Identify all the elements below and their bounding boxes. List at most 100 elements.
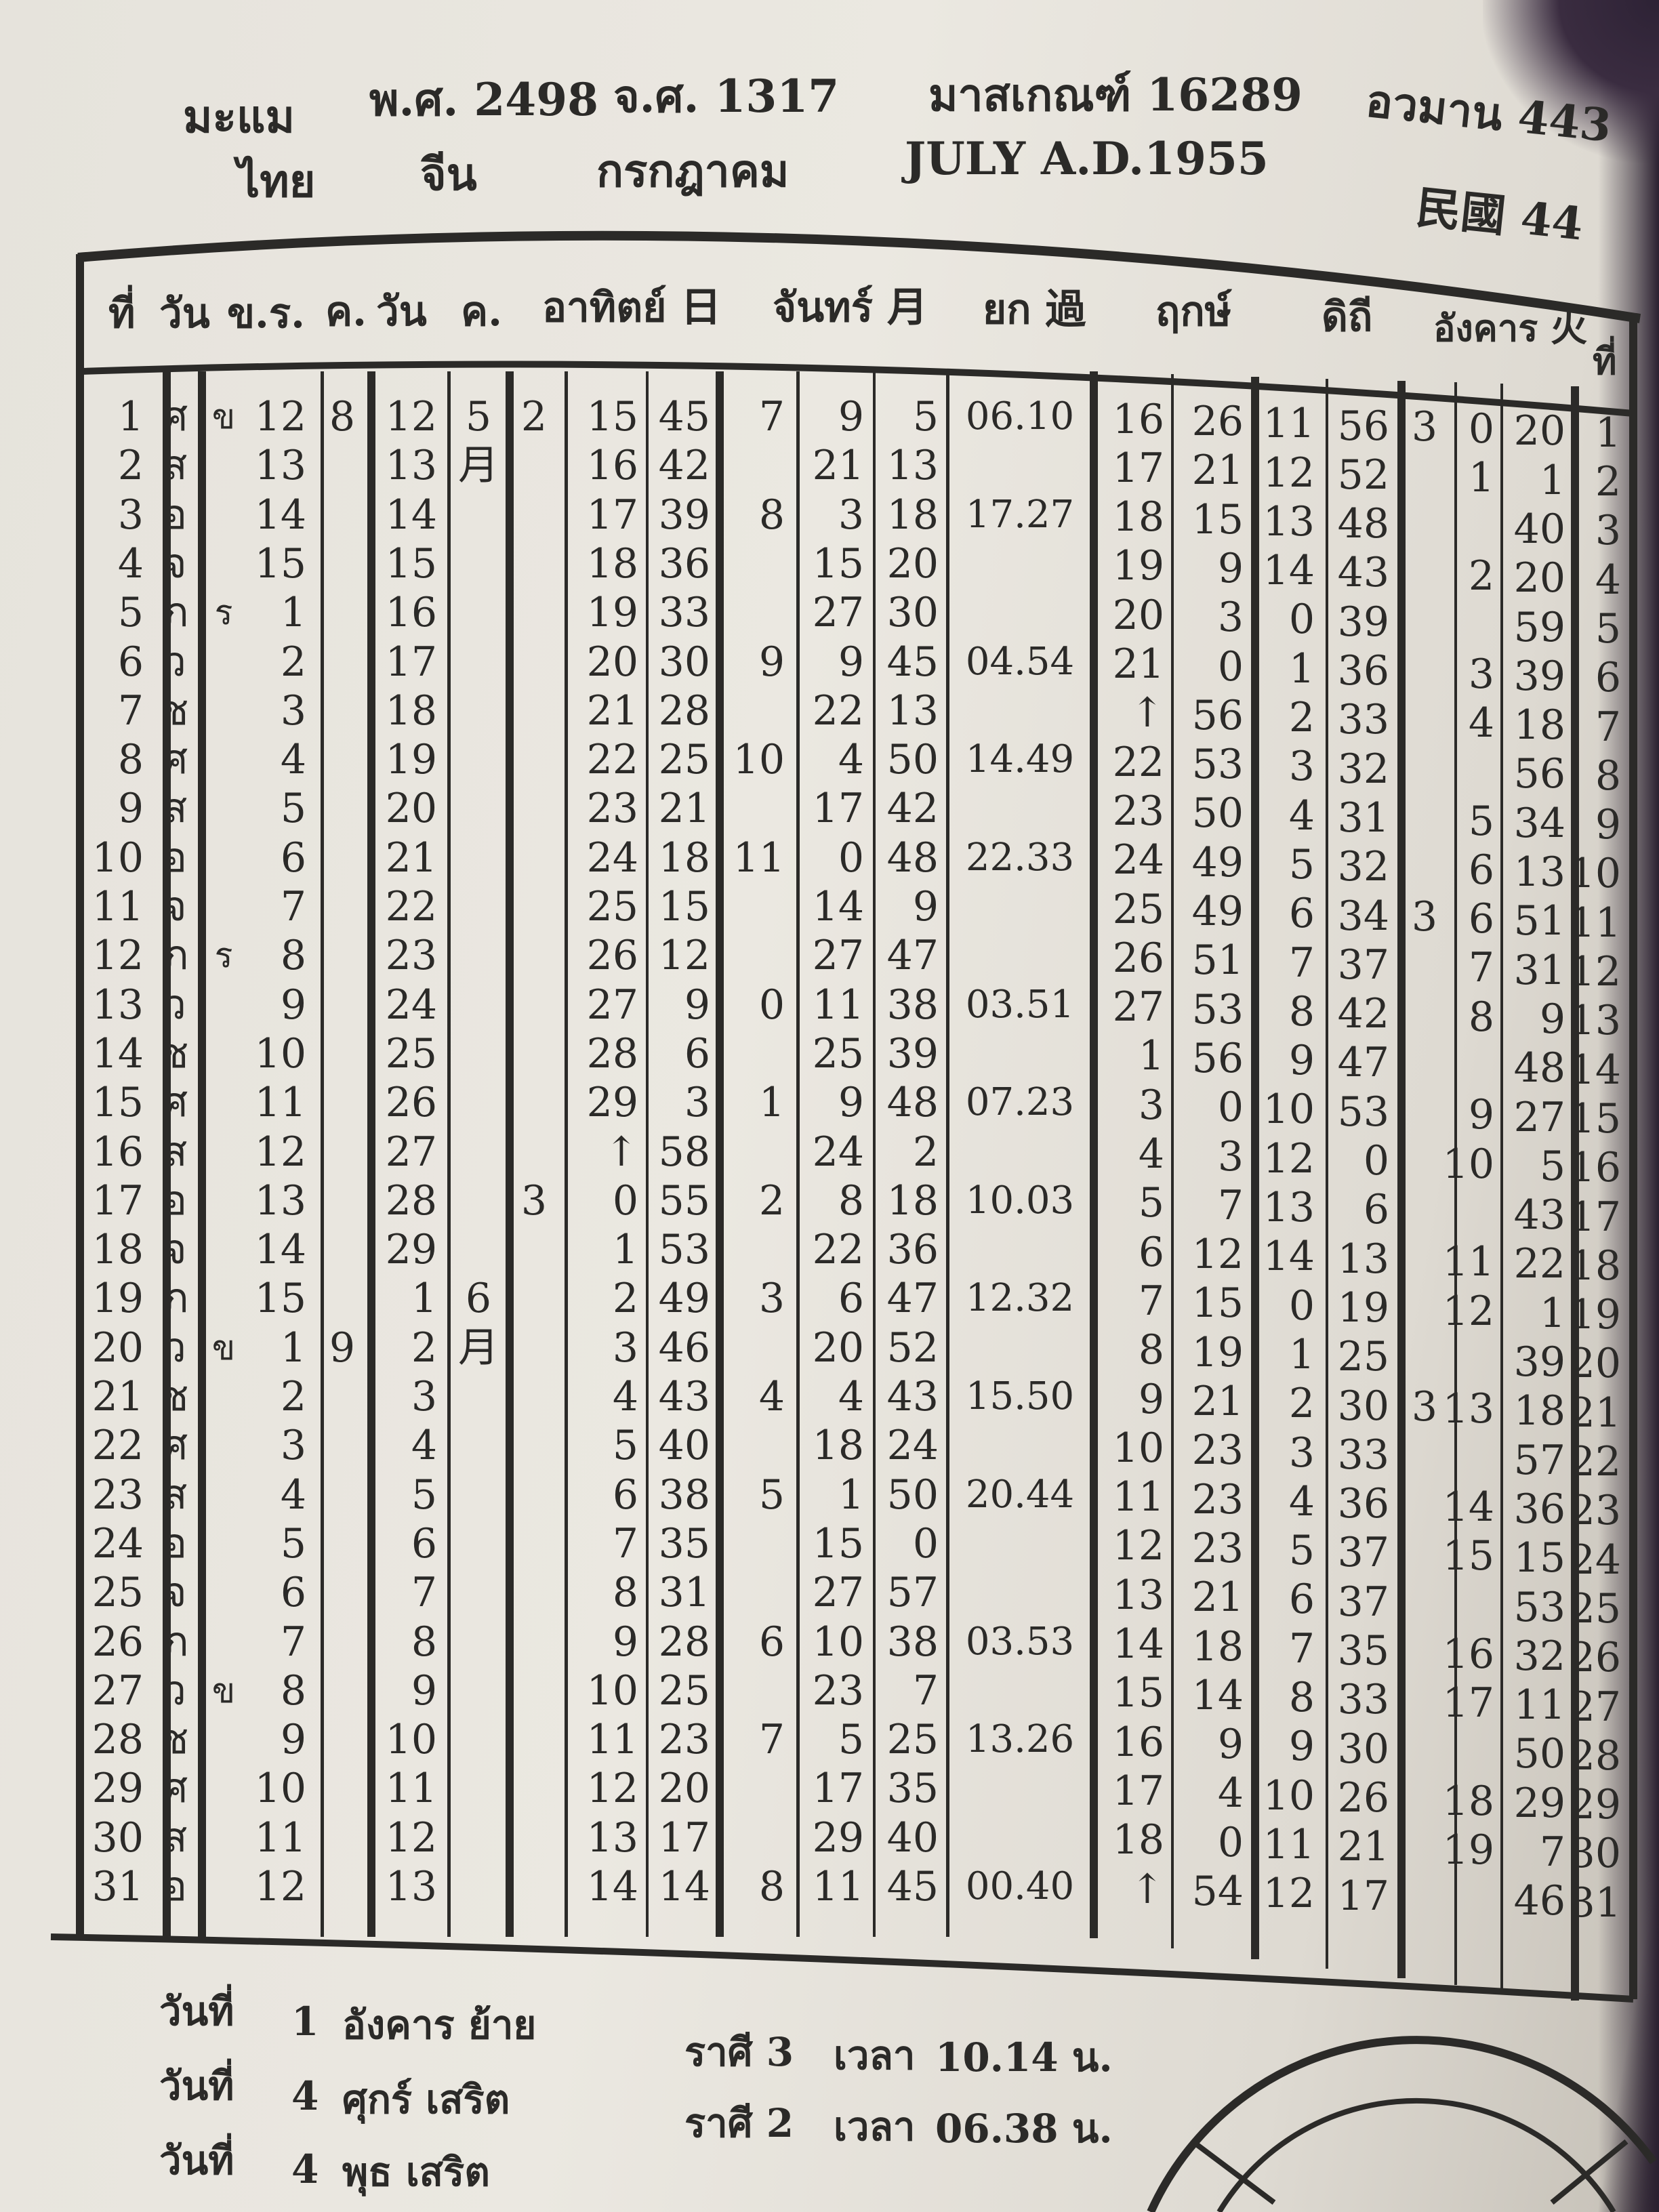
- cell-weekday: ศ: [161, 1765, 188, 1813]
- column-divider: [945, 371, 949, 1937]
- cell-weekday: ศ: [161, 1422, 188, 1470]
- cell-weekday: อ: [162, 1863, 188, 1910]
- cell-kr: 4: [280, 1471, 306, 1519]
- cell-cn-day: 13: [385, 1863, 437, 1910]
- cell-weekday: อ: [162, 491, 188, 539]
- cell-mars-min: 39: [1513, 1338, 1565, 1386]
- cell-moon-min: 13: [886, 687, 939, 735]
- cell-sun-deg: 13: [586, 1814, 638, 1862]
- cell-dt-deg: 0: [1288, 1282, 1315, 1330]
- cell-moon-deg: 6: [838, 1275, 864, 1323]
- cell-kr: 1: [280, 589, 306, 637]
- cell-moon-min: 48: [886, 1079, 939, 1127]
- cell-kr: 9: [280, 1716, 306, 1764]
- cell-day: 10: [91, 834, 144, 882]
- cell-mars-min: 11: [1513, 1681, 1565, 1729]
- cell-moon-deg: 23: [812, 1666, 864, 1715]
- cell-kr: 11: [254, 1079, 306, 1127]
- cell-moon-sign: 8: [758, 491, 785, 539]
- cell-mars-min: 32: [1513, 1632, 1565, 1680]
- cell-weekday: ส: [162, 1128, 188, 1176]
- cell-moon-min: 48: [886, 834, 939, 882]
- cell-weekday: จ: [163, 1226, 187, 1274]
- cell-mars-min: 36: [1513, 1485, 1565, 1533]
- cell-moon-deg: 27: [812, 932, 864, 980]
- cell-dt-deg: 3: [1288, 1429, 1315, 1477]
- cell-day: 5: [117, 589, 144, 637]
- cell-dt-deg: 1: [1288, 1330, 1315, 1378]
- cell-kr: 8: [280, 1666, 306, 1715]
- cell-day: 11: [91, 883, 144, 930]
- cell-sun-min: 38: [658, 1471, 710, 1519]
- cell-sun-deg: 5: [612, 1422, 638, 1470]
- cell-sun-deg: 15: [586, 393, 638, 441]
- cell-dt-min: 31: [1337, 794, 1389, 842]
- cell-day-r: 3: [1595, 507, 1621, 555]
- cell-moon-min: 50: [886, 736, 939, 784]
- cell-sun-deg: 22: [586, 736, 638, 784]
- cell-mars-deg: 15: [1442, 1532, 1494, 1580]
- cell-rk-deg: 22: [1112, 738, 1164, 786]
- cell-weekday: ศ: [161, 736, 188, 784]
- cell-sun-min: 14: [658, 1863, 710, 1910]
- cell-weekday: ส: [162, 1814, 188, 1862]
- cell-mars-deg: 5: [1468, 797, 1494, 845]
- cell-mars-min: 18: [1513, 1387, 1565, 1435]
- cell-sun-min: 58: [658, 1128, 710, 1176]
- cell-mars-min: 46: [1513, 1877, 1565, 1925]
- cell-dt-deg: 2: [1288, 1380, 1315, 1428]
- cell-rk-min: 50: [1191, 790, 1244, 838]
- cell-kr: 2: [280, 638, 306, 686]
- cell-mars-deg: 12: [1442, 1287, 1494, 1335]
- cell-weekday: อ: [162, 1519, 188, 1568]
- cell-sun-min: 18: [658, 834, 710, 882]
- cell-dt-min: 17: [1337, 1872, 1389, 1920]
- cell-sun-min: 31: [658, 1569, 710, 1617]
- cell-rk-deg: ↑: [1130, 689, 1164, 737]
- cell-sun-deg: 8: [612, 1569, 638, 1617]
- cell-sun-deg: 14: [586, 1863, 638, 1910]
- cell-rk-deg: 13: [1112, 1571, 1164, 1619]
- header-nakshatra: ฤกษ์: [1155, 288, 1232, 335]
- cell-kr-mark: ร: [214, 936, 233, 976]
- cell-weekday: ช: [161, 1373, 189, 1420]
- cell-day: 22: [91, 1422, 144, 1470]
- cell-moon-deg: 20: [812, 1324, 864, 1372]
- cell-day: 18: [91, 1226, 144, 1274]
- cell-dt-min: 43: [1337, 549, 1389, 597]
- cell-moon-time: 15.50: [965, 1374, 1075, 1418]
- cell-kr: 12: [254, 1128, 306, 1176]
- cell-moon-deg: 5: [838, 1716, 864, 1764]
- cell-mars-deg: 11: [1442, 1238, 1494, 1286]
- cell-kr: 7: [280, 883, 306, 930]
- cell-kr: 13: [254, 1176, 306, 1225]
- year-animal: มะแม: [183, 90, 295, 143]
- cell-sun-deg: 0: [612, 1176, 638, 1225]
- horoscope-wheel-inner: [1216, 2097, 1616, 2212]
- cell-moon-deg: 22: [812, 1226, 864, 1274]
- cell-day-r: 2: [1595, 458, 1621, 506]
- cell-cn-day: 2: [411, 1324, 437, 1372]
- footer-rasi: ราศี 2: [684, 2100, 794, 2146]
- cell-dt-deg: 12: [1263, 1870, 1315, 1918]
- cell-weekday: ช: [161, 687, 189, 735]
- cell-moon-min: 38: [886, 1618, 939, 1666]
- cell-mars-sign: 3: [1411, 403, 1438, 451]
- cell-mars-min: 51: [1513, 897, 1565, 945]
- cell-sun-deg: 12: [586, 1765, 638, 1813]
- cell-day: 6: [117, 638, 144, 686]
- cell-mars-deg: 4: [1468, 699, 1494, 747]
- cell-mars-min: 13: [1513, 848, 1565, 896]
- cell-sun-min: 25: [658, 1666, 710, 1715]
- cell-mars-min: 59: [1513, 603, 1565, 651]
- cell-moon-time: 03.53: [965, 1619, 1075, 1664]
- cell-moon-time: 06.10: [965, 394, 1075, 438]
- cell-rk-deg: 27: [1112, 983, 1164, 1031]
- cell-dt-min: 37: [1337, 941, 1389, 989]
- cell-dt-min: 52: [1337, 451, 1389, 499]
- cell-moon-sign: 11: [733, 834, 785, 882]
- column-divider: [447, 371, 451, 1937]
- cell-sun-deg: 27: [586, 981, 638, 1029]
- column-divider: [1090, 371, 1098, 1938]
- header-moon-ingress: ยก 過: [983, 286, 1086, 333]
